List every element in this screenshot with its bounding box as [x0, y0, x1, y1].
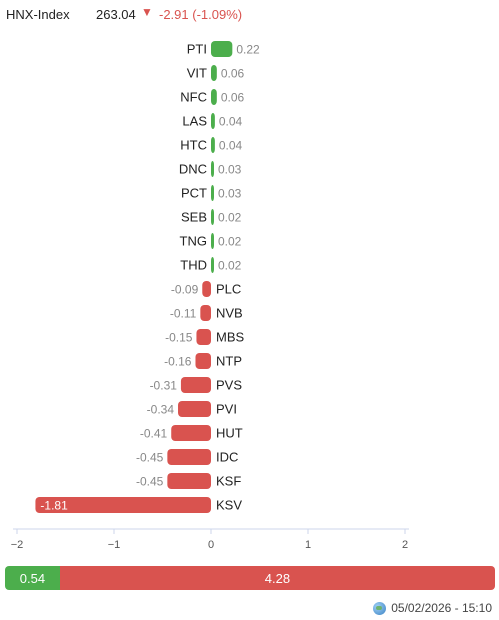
- bar-ksv: [35, 497, 212, 513]
- x-tick-label: 2: [402, 539, 408, 551]
- bar-pti: [211, 41, 233, 57]
- index-header: HNX-Index: [6, 4, 70, 24]
- x-tick-label: 0: [208, 539, 214, 551]
- x-tick-label: 1: [305, 539, 311, 551]
- category-label-hut: HUT: [216, 426, 243, 441]
- value-label-nfc: 0.06: [221, 91, 245, 105]
- loss-contribution-total: 4.28: [59, 566, 495, 590]
- value-label-dnc: 0.03: [218, 163, 242, 177]
- down-arrow-icon: ▼: [141, 5, 153, 19]
- value-label-idc: -0.45: [136, 451, 164, 465]
- value-label-pct: 0.03: [218, 187, 242, 201]
- category-label-htc: HTC: [180, 138, 207, 153]
- gain-contribution-total: 0.54: [5, 566, 60, 590]
- category-label-pvs: PVS: [216, 378, 242, 393]
- category-label-las: LAS: [182, 114, 207, 129]
- value-label-mbs: -0.15: [165, 331, 193, 345]
- gain-total-label: 0.54: [19, 570, 46, 586]
- value-label-nvb: -0.11: [170, 307, 197, 321]
- bar-plc: [202, 281, 211, 297]
- category-label-pti: PTI: [187, 42, 207, 57]
- value-label-pvi: -0.34: [147, 403, 175, 417]
- bar-nfc: [211, 89, 217, 105]
- value-label-vit: 0.06: [221, 67, 245, 81]
- globe-icon: [373, 601, 387, 615]
- timestamp: 05/02/2026 - 15:10: [391, 601, 492, 615]
- x-tick-label: −1: [108, 539, 121, 551]
- value-label-plc: -0.09: [171, 283, 199, 297]
- value-label-ksf: -0.45: [136, 475, 164, 489]
- bar-nvb: [200, 305, 211, 321]
- bar-vit: [211, 65, 217, 81]
- value-label-thd: 0.02: [218, 259, 242, 273]
- loss-total-label: 4.28: [264, 570, 291, 586]
- category-label-mbs: MBS: [216, 330, 245, 345]
- category-label-ksf: KSF: [216, 474, 241, 489]
- category-label-vit: VIT: [187, 66, 207, 81]
- category-label-pvi: PVI: [216, 402, 237, 417]
- bar-ksf: [167, 473, 211, 489]
- category-label-nvb: NVB: [216, 306, 243, 321]
- category-label-ksv: KSV: [216, 498, 242, 513]
- contribution-bar-chart: PTI 0.22 VIT 0.06 NFC 0.06 LAS 0.04 HTC 0.04 DNC 0.…: [11, 41, 409, 551]
- bar-pvs: [180, 377, 211, 393]
- value-label-ntp: -0.16: [164, 355, 192, 369]
- value-label-seb: 0.02: [218, 211, 242, 225]
- category-label-tng: TNG: [180, 234, 207, 249]
- bar-pct: [211, 185, 214, 201]
- bar-dnc: [211, 161, 214, 177]
- value-label-tng: 0.02: [218, 235, 242, 249]
- bar-idc: [167, 449, 211, 465]
- category-label-pct: PCT: [181, 186, 207, 201]
- bar-mbs: [196, 329, 211, 345]
- x-tick-label: −2: [11, 539, 24, 551]
- footer: 05/02/2026 - 15:10: [373, 601, 492, 615]
- category-label-dnc: DNC: [179, 162, 207, 177]
- bar-las: [211, 113, 215, 129]
- category-label-nfc: NFC: [180, 90, 207, 105]
- bar-tng: [211, 233, 214, 249]
- bar-pvi: [178, 401, 211, 417]
- bar-seb: [211, 209, 214, 225]
- index-change: -2.91 (-1.09%): [159, 6, 243, 22]
- category-label-seb: SEB: [181, 210, 207, 225]
- market-breadth-bar: 0.54 4.28: [5, 566, 495, 590]
- value-label-hut: -0.41: [140, 427, 168, 441]
- value-label-pti: 0.22: [236, 43, 260, 57]
- bar-ntp: [195, 353, 211, 369]
- category-label-plc: PLC: [216, 282, 241, 297]
- index-value: 263.04: [96, 6, 136, 22]
- index-quote: 263.04 ▼ -2.91 (-1.09%): [0, 4, 300, 24]
- index-name: HNX-Index: [6, 6, 70, 22]
- category-label-ntp: NTP: [216, 354, 242, 369]
- value-label-pvs: -0.31: [150, 379, 178, 393]
- bar-hut: [171, 425, 211, 441]
- category-label-thd: THD: [180, 258, 207, 273]
- bar-thd: [211, 257, 214, 273]
- value-label-htc: 0.04: [219, 139, 243, 153]
- value-label-las: 0.04: [219, 115, 243, 129]
- value-label-ksv: -1.81: [40, 499, 68, 513]
- category-label-idc: IDC: [216, 450, 238, 465]
- bar-htc: [211, 137, 215, 153]
